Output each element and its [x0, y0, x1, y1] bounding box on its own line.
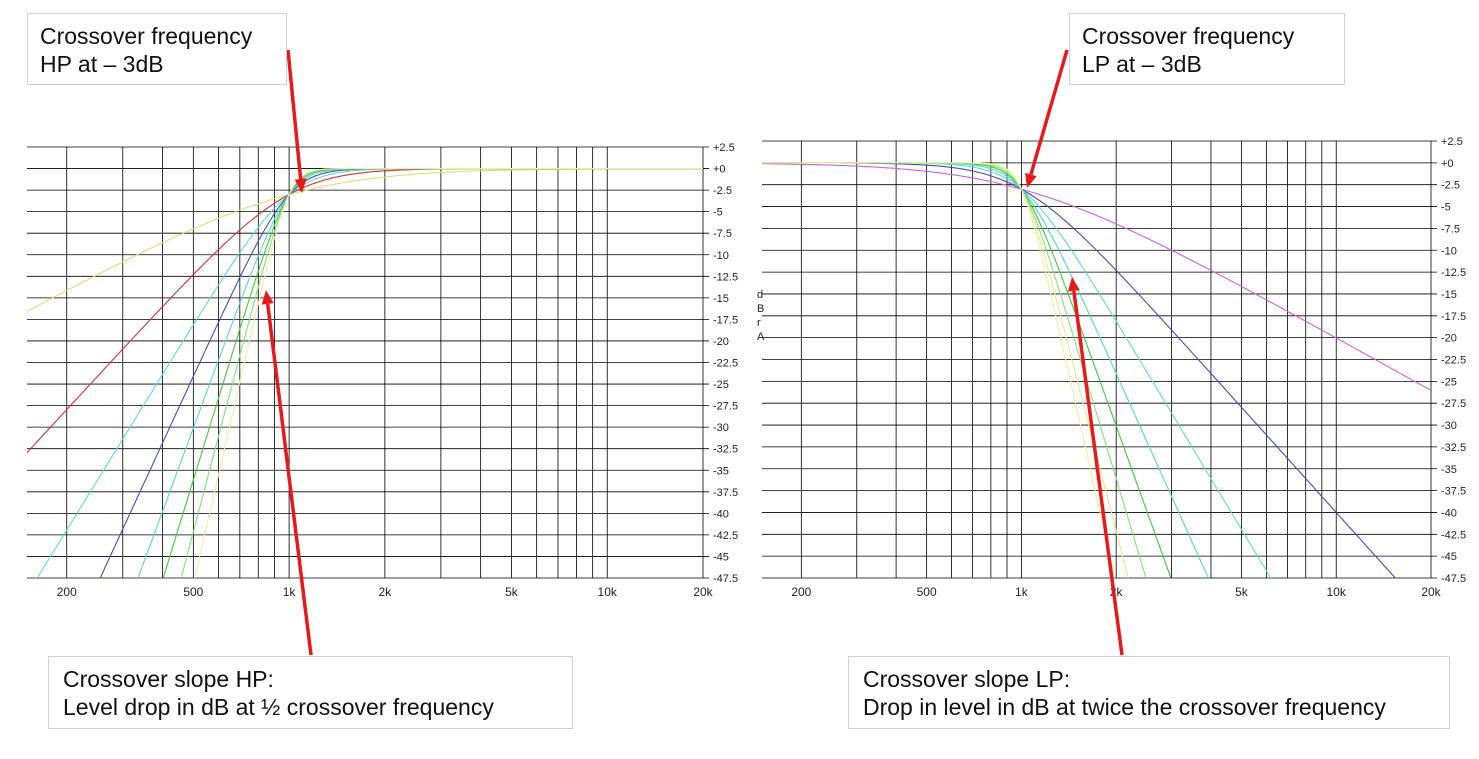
callout-arrow — [1067, 277, 1124, 656]
x-tick-label: 500 — [183, 585, 203, 599]
y-tick-label: -10 — [713, 250, 729, 262]
callout-line: HP at – 3dB — [40, 51, 164, 77]
y-tick-label: -20 — [1441, 333, 1457, 345]
y-tick-label: -37.5 — [713, 487, 738, 499]
callout-arrow — [261, 290, 313, 656]
y-axis-label-char: d — [757, 289, 763, 301]
y-tick-label: -12.5 — [1441, 267, 1466, 279]
series-group — [27, 168, 703, 578]
callout-line: Level drop in dB at ½ crossover frequenc… — [63, 694, 494, 720]
y-tick-label: -2.5 — [1441, 180, 1460, 192]
y-tick-label: -5 — [1441, 202, 1451, 214]
y-tick-label: -12.5 — [713, 271, 738, 283]
series-line-order-1 — [762, 163, 1431, 391]
x-tick-label: 20k — [1421, 585, 1441, 599]
y-tick-label: -32.5 — [713, 444, 738, 456]
y-tick-label: -15 — [713, 293, 729, 305]
y-tick-label: -42.5 — [713, 530, 738, 542]
x-tick-label: 5k — [1235, 585, 1249, 599]
y-tick-label: +0 — [1441, 158, 1454, 170]
series-line-order-2 — [762, 162, 1397, 578]
y-tick-label: -42.5 — [1441, 529, 1466, 541]
arrow-head — [261, 290, 274, 305]
y-tick-label: -35 — [1441, 464, 1457, 476]
series-line-order-2 — [27, 168, 703, 454]
y-tick-label: -37.5 — [1441, 486, 1466, 498]
x-tick-label: 10k — [598, 585, 618, 599]
callout-hp-crossover-frequency: Crossover frequency HP at – 3dB — [27, 13, 287, 85]
y-tick-label: -22.5 — [713, 358, 738, 370]
y-tick-label: -25 — [1441, 376, 1457, 388]
chart-lp: +2.5 +0 -2.5 -5 -7.5 -10 -12.5 -15 -17.5 -20 -22.5… — [757, 136, 1466, 599]
y-tick-label: -17.5 — [1441, 311, 1466, 323]
y-tick-label: -30 — [1441, 420, 1457, 432]
callout-line: Crossover slope LP: — [863, 666, 1071, 692]
y-tick-label: -47.5 — [713, 573, 738, 585]
y-tick-label: -17.5 — [713, 314, 738, 326]
callout-line: Crossover slope HP: — [63, 666, 274, 692]
arrow-shaft — [1072, 290, 1124, 656]
callout-arrow — [1025, 49, 1069, 188]
y-tick-label: -7.5 — [713, 228, 732, 240]
y-tick-label: -15 — [1441, 289, 1457, 301]
x-tick-label: 2k — [379, 585, 393, 599]
arrow-shaft — [286, 49, 303, 180]
arrow-head — [294, 178, 307, 193]
callout-line: LP at – 3dB — [1082, 51, 1202, 77]
y-tick-label: -45 — [1441, 551, 1457, 563]
y-tick-label: -47.5 — [1441, 573, 1466, 585]
callout-line: Drop in level in dB at twice the crossov… — [863, 694, 1386, 720]
x-tick-label: 5k — [505, 585, 519, 599]
arrow-shaft — [265, 303, 313, 656]
y-tick-label: -35 — [713, 465, 729, 477]
y-tick-label: -40 — [1441, 507, 1457, 519]
y-tick-label: +2.5 — [713, 142, 735, 154]
chart-hp: +2.5 +0 -2.5 -5 -7.5 -10 -12.5 -15 -17.5 -20 -22.5… — [27, 142, 738, 599]
y-tick-label: -10 — [1441, 245, 1457, 257]
y-tick-label: -27.5 — [713, 401, 738, 413]
arrow-head — [1067, 277, 1080, 292]
x-tick-label: 20k — [693, 585, 713, 599]
y-tick-label: +2.5 — [1441, 136, 1463, 148]
y-tick-label: -2.5 — [713, 185, 732, 197]
y-tick-label: -7.5 — [1441, 223, 1460, 235]
callout-lp-crossover-slope: Crossover slope LP: Drop in level in dB … — [848, 656, 1450, 729]
y-tick-label: -5 — [713, 207, 723, 219]
y-tick-label: -22.5 — [1441, 355, 1466, 367]
series-line-order-3 — [36, 168, 703, 578]
y-tick-label: +0 — [713, 164, 726, 176]
x-tick-label: 1k — [1015, 585, 1029, 599]
series-line-order-8 — [194, 168, 703, 578]
series-group — [762, 162, 1431, 578]
y-tick-label: -27.5 — [1441, 398, 1466, 410]
x-tick-label: 10k — [1327, 585, 1347, 599]
y-tick-label: -40 — [713, 508, 729, 520]
y-axis-label-char: A — [757, 331, 765, 343]
y-axis-label-char: B — [757, 303, 764, 315]
x-tick-label: 200 — [791, 585, 811, 599]
y-tick-label: -32.5 — [1441, 442, 1466, 454]
y-tick-label: -20 — [713, 336, 729, 348]
callout-lp-crossover-frequency: Crossover frequency LP at – 3dB — [1069, 13, 1345, 85]
callout-arrow — [286, 49, 307, 193]
x-tick-label: 500 — [917, 585, 937, 599]
arrow-shaft — [1029, 49, 1069, 176]
x-tick-label: 200 — [57, 585, 77, 599]
y-tick-label: -45 — [713, 551, 729, 563]
callout-line: Crossover frequency — [40, 23, 253, 49]
y-tick-label: -25 — [713, 379, 729, 391]
callout-hp-crossover-slope: Crossover slope HP: Level drop in dB at … — [48, 656, 573, 729]
series-line-order-8 — [762, 162, 1116, 578]
arrow-head — [1025, 172, 1037, 188]
y-tick-label: -30 — [713, 422, 729, 434]
y-axis-label-char: r — [757, 317, 761, 329]
callout-line: Crossover frequency — [1082, 23, 1295, 49]
x-tick-label: 1k — [283, 585, 297, 599]
